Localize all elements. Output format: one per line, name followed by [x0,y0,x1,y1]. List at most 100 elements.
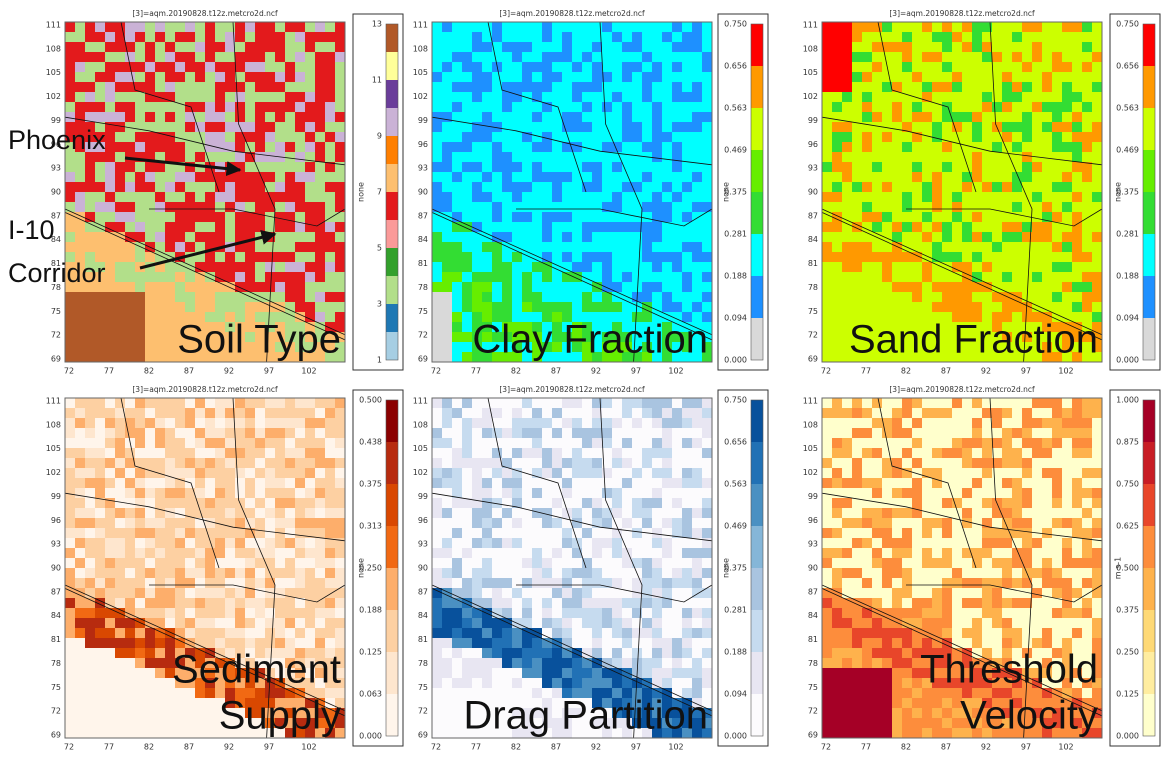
map-cell [135,638,145,648]
map-cell [65,728,75,738]
map-cell [1042,222,1052,232]
map-cell [315,162,325,172]
map-cell [105,182,115,192]
map-cell [145,418,155,428]
map-cell [205,122,215,132]
map-cell [522,518,532,528]
map-cell [522,302,532,312]
y-tick-label: 81 [418,635,428,644]
map-cell [612,302,622,312]
map-cell [1002,122,1012,132]
map-cell [315,428,325,438]
map-cell [992,192,1002,202]
map-cell [502,648,512,658]
colorbar-segment [751,66,763,108]
map-cell [125,708,135,718]
map-panel: [3]=aqm.20190828.t12z.metcro2d.ncf697275… [46,9,403,376]
map-cell [325,468,335,478]
map-cell [652,648,662,658]
map-cell [295,508,305,518]
map-cell [482,92,492,102]
map-cell [562,72,572,82]
map-cell [592,488,602,498]
map-cell [185,72,195,82]
map-cell [295,408,305,418]
map-cell [1092,92,1102,102]
map-cell [892,152,902,162]
map-cell [512,588,522,598]
map-cell [235,478,245,488]
map-cell [155,102,165,112]
map-cell [285,458,295,468]
map-cell [632,22,642,32]
map-cell [285,82,295,92]
map-cell [195,302,205,312]
map-cell [1062,262,1072,272]
map-cell [235,182,245,192]
map-cell [902,112,912,122]
map-cell [235,272,245,282]
map-cell [115,202,125,212]
map-cell [652,52,662,62]
map-cell [105,438,115,448]
map-cell [285,122,295,132]
map-cell [155,222,165,232]
map-cell [632,398,642,408]
map-cell [542,82,552,92]
map-cell [105,558,115,568]
map-cell [155,428,165,438]
map-cell [992,42,1002,52]
map-cell [175,302,185,312]
map-cell [552,52,562,62]
map-cell [502,568,512,578]
map-cell [502,212,512,222]
map-cell [165,558,175,568]
map-cell [592,428,602,438]
map-cell [492,302,502,312]
map-cell [195,102,205,112]
map-cell [932,302,942,312]
map-cell [295,62,305,72]
map-cell [512,408,522,418]
map-cell [165,528,175,538]
map-cell [195,62,205,72]
map-cell [115,558,125,568]
map-cell [652,292,662,302]
map-cell [832,192,842,202]
map-cell [165,212,175,222]
map-cell [255,598,265,608]
map-cell [652,608,662,618]
map-cell [632,152,642,162]
map-cell [682,618,692,628]
map-cell [1092,112,1102,122]
map-cell [942,242,952,252]
map-cell [245,132,255,142]
map-cell [95,428,105,438]
map-cell [542,222,552,232]
map-cell [432,608,442,618]
map-cell [125,558,135,568]
map-cell [315,192,325,202]
map-cell [1092,272,1102,282]
map-cell [662,478,672,488]
map-cell [155,52,165,62]
map-cell [255,428,265,438]
map-cell [135,398,145,408]
map-cell [1062,302,1072,312]
map-cell [75,172,85,182]
map-cell [1072,212,1082,222]
map-cell [1092,202,1102,212]
map-cell [95,728,105,738]
map-cell [622,32,632,42]
map-cell [822,172,832,182]
map-cell [185,282,195,292]
map-cell [85,428,95,438]
map-cell [512,82,522,92]
map-cell [642,292,652,302]
map-cell [582,82,592,92]
map-cell [125,22,135,32]
map-cell [442,142,452,152]
map-cell [682,302,692,312]
map-cell [482,508,492,518]
map-cell [315,478,325,488]
